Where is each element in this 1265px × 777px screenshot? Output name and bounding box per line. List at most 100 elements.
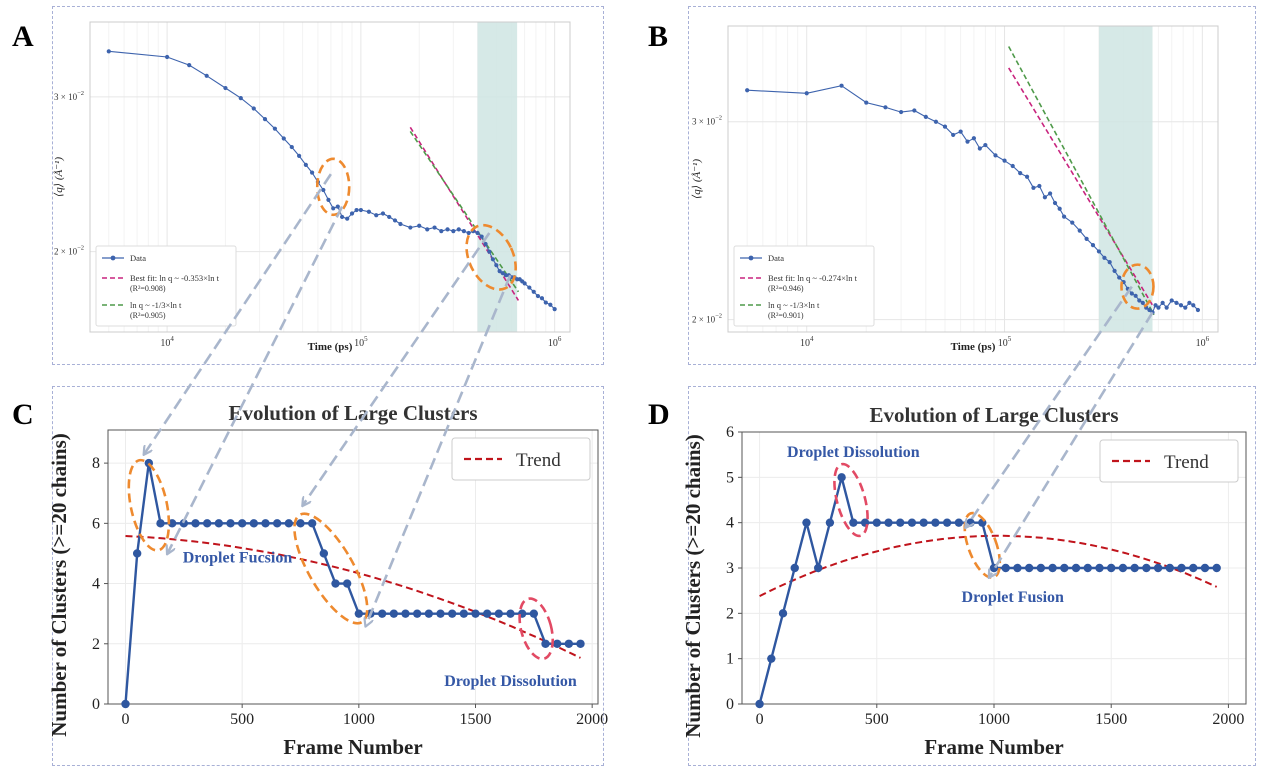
cluster-point bbox=[1153, 563, 1163, 573]
data-point bbox=[539, 296, 545, 301]
data-point bbox=[522, 281, 527, 286]
panel-c-frame bbox=[52, 386, 604, 766]
data-point bbox=[417, 223, 422, 228]
y-tick-label: 3 × 10−2 bbox=[692, 115, 722, 127]
data-point bbox=[923, 114, 928, 119]
cluster-point bbox=[482, 609, 492, 618]
cluster-point bbox=[564, 639, 574, 648]
y-axis-label: ⟨q⟩ (Å⁻¹) bbox=[691, 159, 703, 199]
data-point bbox=[531, 289, 536, 294]
cluster-point bbox=[284, 519, 294, 528]
highlight-ellipse-a2 bbox=[465, 223, 517, 291]
highlight-ellipse-d1 bbox=[833, 462, 869, 538]
fit-line-third bbox=[1007, 46, 1155, 316]
panel-a-frame bbox=[52, 6, 604, 365]
data-point bbox=[1112, 268, 1117, 274]
x-tick-label: 104 bbox=[160, 335, 174, 349]
data-point bbox=[535, 293, 541, 299]
data-point bbox=[1191, 303, 1196, 308]
data-point bbox=[490, 257, 495, 262]
data-point bbox=[487, 249, 492, 254]
cluster-point bbox=[802, 518, 811, 527]
shaded-region bbox=[1098, 26, 1153, 332]
cluster-point bbox=[377, 609, 387, 618]
cluster-point bbox=[331, 579, 340, 588]
annotation-label: Droplet Fucsion bbox=[183, 549, 293, 566]
cluster-point bbox=[261, 519, 270, 528]
data-point bbox=[340, 214, 345, 220]
cluster-point bbox=[552, 639, 562, 648]
data-point bbox=[387, 214, 392, 220]
plot-frame bbox=[89, 21, 571, 333]
highlight-ellipse-c3 bbox=[518, 597, 555, 661]
y-tick-label: 4 bbox=[92, 576, 100, 593]
cluster-point bbox=[1013, 563, 1022, 573]
y-tick-label: 3 bbox=[726, 560, 734, 577]
cluster-point bbox=[214, 519, 224, 528]
y-axis-label: Number of Clusters (>=20 chains) bbox=[47, 433, 71, 737]
y-tick-label: 8 bbox=[92, 455, 100, 472]
x-tick-label: 1500 bbox=[1095, 711, 1127, 728]
data-point bbox=[1084, 236, 1089, 241]
x-tick-label: 106 bbox=[1196, 335, 1210, 349]
data-point bbox=[354, 207, 359, 213]
data-point bbox=[1133, 293, 1138, 298]
data-point bbox=[1153, 303, 1158, 308]
data-point bbox=[408, 225, 413, 230]
chart-d: 0 500 1000 1500 2000 0 1 2 3 4 5 6 Evolution of Larg… bbox=[681, 403, 1247, 759]
cluster-point bbox=[907, 518, 917, 527]
legend-marker-data bbox=[110, 255, 116, 261]
data-point bbox=[1018, 171, 1023, 176]
panel-b-frame bbox=[688, 6, 1256, 365]
cluster-point bbox=[237, 519, 247, 528]
cluster-point bbox=[1118, 563, 1128, 573]
cluster-point bbox=[942, 518, 952, 527]
data-point bbox=[289, 144, 294, 150]
cluster-point bbox=[307, 519, 317, 528]
arrow-a-to-c2 bbox=[168, 206, 344, 554]
x-axis-label: Time (ps) bbox=[308, 341, 353, 353]
data-point bbox=[898, 109, 904, 115]
x-tick-label: 2000 bbox=[576, 711, 608, 728]
legend-label: ln q ~ -1/3×ln t bbox=[768, 300, 820, 310]
data-point bbox=[358, 207, 363, 213]
data-point bbox=[912, 108, 917, 113]
data-point bbox=[380, 211, 386, 216]
highlight-ellipse-c1 bbox=[127, 458, 171, 552]
data-point bbox=[965, 139, 970, 144]
data-point bbox=[839, 83, 844, 88]
data-point bbox=[1052, 200, 1058, 206]
highlight-ellipse-c2 bbox=[293, 512, 369, 625]
cluster-point bbox=[1001, 563, 1010, 573]
highlight-ellipse-b1 bbox=[1120, 263, 1155, 310]
data-point bbox=[1042, 195, 1048, 200]
arrow-a-to-c1 bbox=[144, 173, 332, 454]
legend-box bbox=[733, 245, 875, 327]
data-point bbox=[864, 100, 869, 105]
legend-label: ln q ~ -1/3×ln t bbox=[130, 300, 182, 310]
cluster-point bbox=[778, 609, 788, 618]
cluster-point bbox=[156, 519, 165, 528]
cluster-point bbox=[541, 639, 550, 648]
y-tick-label: 4 bbox=[726, 515, 734, 532]
data-point bbox=[398, 221, 403, 227]
data-point bbox=[958, 129, 963, 134]
data-point bbox=[1096, 249, 1102, 254]
data-point bbox=[475, 230, 480, 236]
x-tick-label: 0 bbox=[756, 711, 764, 728]
x-tick-label: 105 bbox=[998, 335, 1012, 349]
cluster-point bbox=[576, 639, 585, 648]
cluster-point bbox=[401, 609, 410, 618]
data-point bbox=[309, 170, 315, 175]
data-point bbox=[1129, 291, 1134, 296]
data-point bbox=[1169, 298, 1174, 303]
data-point bbox=[1057, 206, 1062, 211]
cluster-point bbox=[1142, 563, 1151, 573]
data-point bbox=[1156, 305, 1161, 310]
legend-sublabel: (R²=0.946) bbox=[768, 284, 804, 293]
data-point bbox=[1037, 183, 1042, 189]
data-point bbox=[1102, 255, 1107, 260]
legend-box bbox=[1099, 439, 1239, 483]
data-point bbox=[439, 229, 444, 234]
